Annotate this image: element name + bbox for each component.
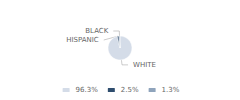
svg-text:1.3%: 1.3% [162, 86, 180, 94]
svg-text:HISPANIC: HISPANIC [66, 36, 99, 44]
svg-text:BLACK: BLACK [85, 27, 108, 35]
svg-text:2.5%: 2.5% [121, 86, 139, 94]
svg-text:96.3%: 96.3% [76, 86, 99, 94]
svg-text:WHITE: WHITE [133, 61, 156, 69]
